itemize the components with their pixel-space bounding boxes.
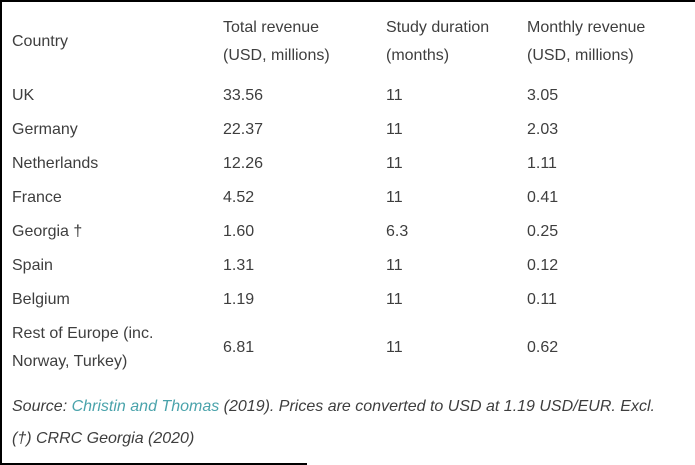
- cell-study-duration: 11: [386, 155, 403, 172]
- source-line: Source: Christin and Thomas (2019). Pric…: [12, 391, 685, 423]
- cell-study-duration: 11: [386, 189, 403, 206]
- table-row-spain: Spain 1.31 11 0.12: [2, 249, 695, 283]
- header-row: Country Total revenue (USD, millions) St…: [2, 2, 695, 79]
- table-row-germany: Germany 22.37 11 2.03: [2, 113, 695, 147]
- column-header-label: Monthly revenue: [527, 19, 646, 36]
- table-row-rest-of-europe: Rest of Europe (inc. Norway, Turkey) 6.8…: [2, 317, 695, 379]
- cell-country: Germany: [12, 121, 78, 138]
- column-header-study-duration: Study duration (months): [376, 2, 517, 79]
- cell-total-revenue: 33.56: [223, 87, 264, 104]
- cell-study-duration: 11: [386, 291, 403, 308]
- source-note: Source: Christin and Thomas (2019). Pric…: [12, 391, 685, 455]
- cell-total-revenue: 4.52: [223, 189, 255, 206]
- column-header-label: Country: [12, 33, 69, 50]
- cell-monthly-revenue: 2.03: [527, 121, 559, 138]
- column-header-total-revenue: Total revenue (USD, millions): [213, 2, 376, 79]
- cell-monthly-revenue: 0.25: [527, 223, 559, 240]
- cell-total-revenue: 12.26: [223, 155, 264, 172]
- column-header-label: Total revenue: [223, 19, 320, 36]
- table-body: UK 33.56 11 3.05 Germany 22.37 11 2.03 N…: [2, 79, 695, 379]
- cell-total-revenue: 6.81: [223, 339, 255, 356]
- cell-study-duration: 11: [386, 257, 403, 274]
- column-header-sublabel: (USD, millions): [527, 47, 634, 64]
- cell-country: Spain: [12, 257, 53, 274]
- cell-country: Belgium: [12, 291, 70, 308]
- cell-monthly-revenue: 0.12: [527, 257, 559, 274]
- cell-monthly-revenue: 0.62: [527, 339, 559, 356]
- column-header-sublabel: (USD, millions): [223, 47, 330, 64]
- table-header: Country Total revenue (USD, millions) St…: [2, 2, 695, 79]
- cell-total-revenue: 22.37: [223, 121, 264, 138]
- cell-study-duration: 6.3: [386, 223, 409, 240]
- column-header-monthly-revenue: Monthly revenue (USD, millions): [517, 2, 695, 79]
- cell-country: Rest of Europe (inc. Norway, Turkey): [12, 325, 154, 370]
- table-row-georgia: Georgia † 1.60 6.3 0.25: [2, 215, 695, 249]
- cell-monthly-revenue: 0.41: [527, 189, 559, 206]
- revenue-table: Country Total revenue (USD, millions) St…: [2, 2, 695, 379]
- table-row-france: France 4.52 11 0.41: [2, 181, 695, 215]
- cell-monthly-revenue: 3.05: [527, 87, 559, 104]
- cell-study-duration: 11: [386, 121, 403, 138]
- cell-study-duration: 11: [386, 87, 403, 104]
- cell-monthly-revenue: 1.11: [527, 155, 557, 172]
- source-prefix: Source:: [12, 398, 72, 415]
- column-header-sublabel: (months): [386, 47, 450, 64]
- source-suffix: (2019). Prices are converted to USD at 1…: [219, 398, 655, 415]
- footnote-line: (†) CRRC Georgia (2020): [12, 430, 195, 447]
- table-row-uk: UK 33.56 11 3.05: [2, 79, 695, 113]
- cell-country: Netherlands: [12, 155, 99, 172]
- table-row-belgium: Belgium 1.19 11 0.11: [2, 283, 695, 317]
- cell-country: UK: [12, 87, 35, 104]
- cell-total-revenue: 1.19: [223, 291, 255, 308]
- cell-country: France: [12, 189, 62, 206]
- table-row-netherlands: Netherlands 12.26 11 1.11: [2, 147, 695, 181]
- cell-total-revenue: 1.60: [223, 223, 255, 240]
- source-link[interactable]: Christin and Thomas: [71, 398, 220, 415]
- cell-monthly-revenue: 0.11: [527, 291, 557, 308]
- cell-study-duration: 11: [386, 339, 403, 356]
- bottom-border-fragment: [2, 463, 307, 465]
- column-header-label: Study duration: [386, 19, 490, 36]
- cell-country: Georgia †: [12, 223, 83, 240]
- cell-total-revenue: 1.31: [223, 257, 255, 274]
- column-header-country: Country: [2, 2, 213, 79]
